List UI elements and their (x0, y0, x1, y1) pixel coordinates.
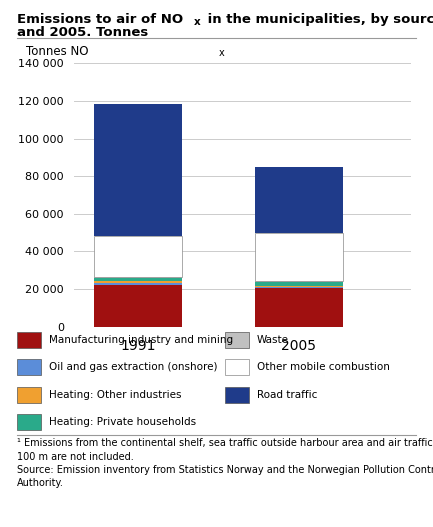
Bar (255, 281, 343, 286)
Text: x: x (219, 48, 225, 58)
Bar (255, 288, 343, 327)
Bar (94, 281, 182, 282)
Bar (94, 236, 182, 277)
Bar (94, 282, 182, 285)
Text: Heating: Private households: Heating: Private households (49, 417, 196, 427)
Bar (94, 285, 182, 327)
Text: Other mobile combustion: Other mobile combustion (257, 363, 390, 372)
Text: ¹ Emissions from the continental shelf, sea traffic outside harbour area and air: ¹ Emissions from the continental shelf, … (17, 438, 433, 488)
Text: Manufacturing industry and mining: Manufacturing industry and mining (49, 335, 233, 345)
Bar (255, 287, 343, 288)
Bar (255, 232, 343, 280)
Text: Oil and gas extraction (onshore): Oil and gas extraction (onshore) (49, 363, 217, 372)
Text: Emissions to air of NO: Emissions to air of NO (17, 13, 184, 26)
Bar (94, 278, 182, 281)
Bar (255, 280, 343, 281)
Text: and 2005. Tonnes: and 2005. Tonnes (17, 26, 149, 40)
Text: in the municipalities, by source¹. 1991: in the municipalities, by source¹. 1991 (203, 13, 433, 26)
Text: Road traffic: Road traffic (257, 390, 317, 399)
Bar (255, 286, 343, 287)
Text: x: x (194, 17, 201, 27)
Text: Waste: Waste (257, 335, 289, 345)
Bar (94, 104, 182, 236)
Bar (255, 167, 343, 232)
Bar (94, 277, 182, 278)
Text: Heating: Other industries: Heating: Other industries (49, 390, 181, 399)
Text: Tonnes NO: Tonnes NO (26, 45, 89, 58)
